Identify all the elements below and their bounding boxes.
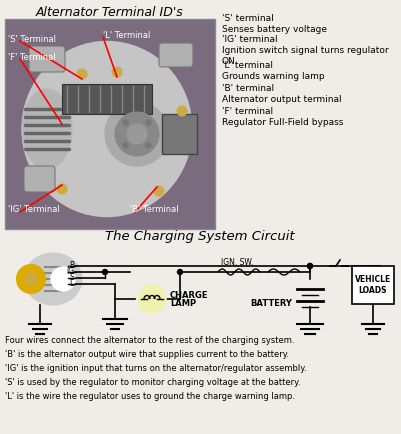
Circle shape xyxy=(51,267,75,291)
Text: Regulator Full-Field bypass: Regulator Full-Field bypass xyxy=(221,118,342,127)
Text: CHARGE: CHARGE xyxy=(170,290,208,299)
Text: S: S xyxy=(69,273,74,283)
Circle shape xyxy=(127,124,147,144)
Text: 'L' Terminal: 'L' Terminal xyxy=(103,30,150,39)
Text: Four wires connect the alternator to the rest of the charging system.: Four wires connect the alternator to the… xyxy=(5,336,294,345)
Text: L: L xyxy=(70,279,74,289)
Text: B: B xyxy=(69,262,74,270)
Circle shape xyxy=(154,186,164,196)
Text: LAMP: LAMP xyxy=(170,299,196,309)
Text: VEHICLE: VEHICLE xyxy=(354,275,390,284)
Circle shape xyxy=(77,69,87,79)
Circle shape xyxy=(17,265,45,293)
FancyBboxPatch shape xyxy=(29,46,65,72)
Text: LOADS: LOADS xyxy=(358,286,386,295)
Text: 'IG' Terminal: 'IG' Terminal xyxy=(8,206,60,214)
Ellipse shape xyxy=(24,253,82,305)
FancyBboxPatch shape xyxy=(162,114,196,154)
Text: 'B' terminal: 'B' terminal xyxy=(221,84,273,93)
Circle shape xyxy=(307,263,312,269)
FancyBboxPatch shape xyxy=(24,166,55,192)
Circle shape xyxy=(115,112,159,156)
Text: IGN. SW.: IGN. SW. xyxy=(220,258,253,267)
Circle shape xyxy=(307,263,312,269)
Ellipse shape xyxy=(22,89,72,169)
Circle shape xyxy=(25,273,37,285)
Text: BATTERY: BATTERY xyxy=(249,299,291,309)
Text: Grounds warning lamp: Grounds warning lamp xyxy=(221,72,324,81)
Circle shape xyxy=(122,142,128,148)
Text: 'B' Terminal: 'B' Terminal xyxy=(130,206,178,214)
Text: 'S' terminal: 'S' terminal xyxy=(221,14,273,23)
Circle shape xyxy=(112,67,122,77)
Text: 'F' Terminal: 'F' Terminal xyxy=(8,53,55,62)
Text: 'L' terminal: 'L' terminal xyxy=(221,61,272,70)
Text: ON: ON xyxy=(221,57,235,66)
FancyBboxPatch shape xyxy=(159,43,192,67)
Circle shape xyxy=(176,106,186,116)
Circle shape xyxy=(122,120,128,126)
Text: Ignition switch signal turns regulator: Ignition switch signal turns regulator xyxy=(221,46,388,55)
Circle shape xyxy=(105,102,168,166)
FancyBboxPatch shape xyxy=(5,19,215,229)
Circle shape xyxy=(145,120,151,126)
Circle shape xyxy=(145,142,151,148)
Text: 'S' Terminal: 'S' Terminal xyxy=(8,34,56,43)
Text: 'B' is the alternator output wire that supplies current to the battery.: 'B' is the alternator output wire that s… xyxy=(5,350,288,359)
FancyBboxPatch shape xyxy=(62,84,152,114)
Circle shape xyxy=(102,270,107,274)
Text: Alternator Terminal ID's: Alternator Terminal ID's xyxy=(36,6,183,19)
Ellipse shape xyxy=(22,42,192,217)
Circle shape xyxy=(57,184,67,194)
FancyBboxPatch shape xyxy=(351,266,393,304)
Text: 'L' is the wire the regulator uses to ground the charge warning lamp.: 'L' is the wire the regulator uses to gr… xyxy=(5,392,294,401)
Circle shape xyxy=(138,285,166,313)
Text: Alternator output terminal: Alternator output terminal xyxy=(221,95,341,104)
Text: 'S' is used by the regulator to monitor charging voltage at the battery.: 'S' is used by the regulator to monitor … xyxy=(5,378,300,387)
Text: 'IG' terminal: 'IG' terminal xyxy=(221,35,277,44)
Text: 'F' terminal: 'F' terminal xyxy=(221,107,272,116)
Text: The Charging System Circuit: The Charging System Circuit xyxy=(105,230,294,243)
Text: Senses battery voltage: Senses battery voltage xyxy=(221,25,326,34)
Circle shape xyxy=(177,270,182,274)
Text: 'IG' is the ignition input that turns on the alternator/regulator assembly.: 'IG' is the ignition input that turns on… xyxy=(5,364,306,373)
Text: IG: IG xyxy=(66,267,74,276)
